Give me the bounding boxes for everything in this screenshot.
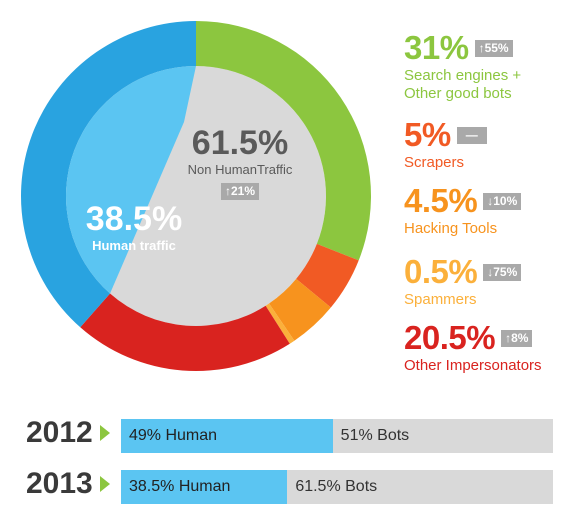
bar-track: 38.5% Human 61.5% Bots [121,470,553,504]
legend-badge: ↑55% [474,39,513,57]
traffic-donut-chart [20,21,371,371]
donut-slice-human-traffic [20,21,196,328]
bar-human-label: 49% Human [129,427,218,444]
human-label: Human traffic [92,238,176,253]
legend: 31% ↑55% Search engines + Other good bots… [404,0,583,380]
bar-bots-label: 51% Bots [340,427,410,444]
non-human-center-label: 61.5% Non HumanTraffic ↑21% [160,124,320,200]
non-human-label: Non HumanTraffic [187,162,293,177]
non-human-pct: 61.5% [191,124,289,162]
legend-label-line: Search engines + [404,67,522,84]
non-human-badge: ↑21% [220,183,260,200]
donut-slice-scrapers [296,243,359,308]
legend-badge: ↓10% [483,192,522,210]
bar-row-2012: 2012 49% Human 51% Bots [0,413,583,453]
bar-row-2013: 2013 38.5% Human 61.5% Bots [0,464,583,504]
legend-item-impersonators: 20.5% ↑8% Other Impersonators [404,320,583,375]
legend-badge: ↓75% [483,263,522,281]
legend-item-good-bots: 31% ↑55% Search engines + Other good bots [404,30,583,103]
legend-pct: 31% [404,29,469,66]
legend-item-spammers: 0.5% ↓75% Spammers [404,254,583,309]
donut-inner-human-wedge [66,66,196,294]
donut-slice-other-impersonators [80,293,290,371]
legend-badge: ↑8% [501,329,533,347]
legend-label: Search engines + Other good bots [404,67,583,103]
donut-slice-search-engines-other-good-bots [196,21,371,261]
legend-label: Hacking Tools [404,220,498,237]
legend-label: Other Impersonators [404,357,542,374]
legend-pct: 0.5% [404,253,478,290]
arrow-right-icon [100,425,110,441]
legend-label: Scrapers [404,154,465,171]
bar-human-fill [121,470,288,504]
legend-badge: — [456,126,487,144]
human-pct: 38.5% [85,200,183,238]
legend-pct: 4.5% [404,182,478,219]
legend-label: Spammers [404,291,477,308]
arrow-right-icon [100,476,110,492]
donut-slice-hacking-tools [269,278,331,341]
donut-slice-spammers [265,303,295,344]
bar-human-fill [121,419,333,453]
legend-pct: 5% [404,116,451,153]
bar-year: 2013 [26,467,93,500]
bar-bots-label: 61.5% Bots [295,478,378,495]
legend-label-line: Other good bots [404,85,512,102]
legend-item-hacking-tools: 4.5% ↓10% Hacking Tools [404,183,583,238]
legend-pct: 20.5% [404,319,496,356]
human-center-label: 38.5% Human traffic [66,200,202,254]
bar-human-label: 38.5% Human [129,478,231,495]
bar-track: 49% Human 51% Bots [121,419,553,453]
bar-year: 2012 [26,416,93,449]
legend-item-scrapers: 5% — Scrapers [404,117,583,172]
